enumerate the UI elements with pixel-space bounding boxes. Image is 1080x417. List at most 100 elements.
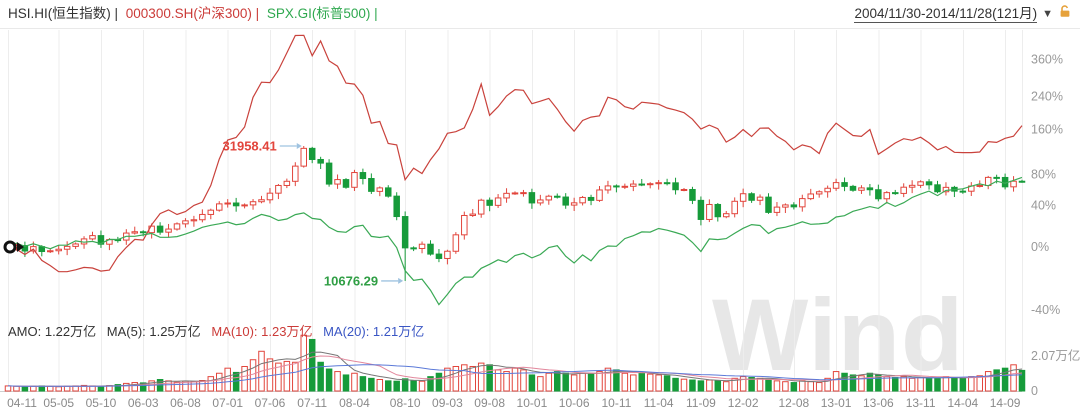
date-range-label[interactable]: 2004/11/30-2014/11/28(121月) — [854, 6, 1038, 23]
candle-body — [934, 184, 941, 193]
candle-body — [182, 220, 189, 225]
x-axis-tick-label: 07-11 — [297, 396, 327, 410]
volume-bar — [359, 376, 367, 392]
candle-body — [630, 183, 637, 187]
volume-bar — [232, 371, 240, 392]
volume-bar — [1018, 369, 1026, 392]
candle-body — [807, 193, 814, 200]
candle-body — [520, 192, 527, 195]
candle-body — [63, 245, 71, 250]
volume-bar — [655, 374, 662, 392]
candle-body — [89, 235, 96, 240]
volume-bar — [63, 385, 71, 392]
volume-bar — [672, 377, 679, 392]
candle-body — [300, 147, 307, 167]
volume-bar — [723, 381, 730, 392]
x-axis-tick-label: 12-08 — [778, 396, 809, 410]
extreme-price-label: 31958.41 — [223, 139, 277, 154]
volume-bar — [317, 361, 324, 392]
candle-body — [790, 204, 798, 208]
date-range-selector[interactable]: 2004/11/30-2014/11/28(121月) ▼ — [854, 0, 1072, 28]
candle-body — [368, 178, 375, 192]
volume-bar — [545, 372, 553, 392]
candle-body — [401, 216, 409, 249]
instrument-hsi[interactable]: HSI.HI(恒生指数) | — [8, 6, 119, 21]
y-axis-tick-label: 80% — [1031, 168, 1056, 182]
candle-body — [756, 196, 764, 201]
volume-bar — [477, 362, 485, 392]
volume-bar — [385, 380, 392, 392]
volume-bar — [537, 376, 544, 392]
volume-bar — [832, 371, 840, 392]
volume-bar — [165, 380, 172, 392]
volume-bar — [739, 376, 747, 392]
series-start-marker-arrow[interactable] — [17, 242, 24, 252]
candle-body — [782, 204, 789, 208]
volume-bar — [114, 384, 122, 392]
vol-ma10-value: MA(10): 1.23万亿 — [211, 324, 313, 339]
volume-bar — [13, 385, 20, 392]
x-axis-tick-label: 05-05 — [43, 396, 74, 410]
y-axis-tick-label: 0% — [1031, 240, 1049, 254]
extreme-price-label: 10676.29 — [324, 273, 378, 288]
instrument-spx[interactable]: SPX.GI(标普500) | — [266, 6, 378, 21]
volume-bar — [866, 372, 874, 392]
volume-bar — [993, 369, 1000, 392]
candle-body — [892, 192, 899, 195]
volume-bar — [376, 379, 384, 392]
candle-body — [418, 243, 426, 249]
x-axis-tick-label: 10-01 — [517, 396, 548, 410]
volume-bar — [334, 371, 341, 392]
candle-body — [249, 201, 257, 206]
x-axis-tick-label: 11-04 — [644, 396, 674, 410]
candle-body — [866, 187, 874, 191]
volume-bar — [308, 338, 316, 392]
candle-body — [570, 202, 578, 206]
volume-bar — [275, 362, 282, 392]
candle-body — [672, 182, 679, 191]
candle-body — [469, 213, 476, 216]
unlock-icon[interactable] — [1058, 0, 1072, 28]
candle-body — [275, 184, 282, 194]
volume-bar — [892, 376, 899, 392]
volume-bar — [748, 376, 755, 392]
series-start-marker[interactable] — [3, 240, 17, 254]
candle-body — [613, 185, 620, 188]
y-axis-tick-label: 360% — [1031, 52, 1063, 66]
candle-body — [351, 172, 358, 188]
candle-body — [258, 199, 265, 203]
candle-body — [139, 231, 147, 234]
volume-bar — [731, 377, 738, 392]
candle-body — [959, 190, 967, 193]
volume-axis-tick-label: 2.07万亿 — [1031, 348, 1080, 363]
volume-bar — [283, 360, 291, 392]
instrument-csi300[interactable]: 000300.SH(沪深300) | — [125, 6, 260, 21]
candle-body — [359, 172, 367, 180]
volume-bar — [646, 373, 654, 392]
volume-bar — [714, 380, 722, 392]
candle-body — [824, 187, 831, 193]
volume-bar — [47, 385, 54, 392]
x-axis-tick-label: 05-10 — [86, 396, 117, 410]
volume-bar — [900, 376, 907, 392]
candle-body — [486, 199, 493, 206]
candle-body — [765, 196, 772, 213]
volume-bar — [469, 365, 476, 392]
volume-bar — [849, 374, 857, 392]
volume-bar — [883, 376, 891, 392]
volume-bar — [596, 371, 603, 392]
candle-body — [461, 214, 468, 236]
volume-bar — [249, 359, 257, 392]
candle-body — [562, 196, 569, 206]
candle-body — [199, 213, 206, 221]
y-axis-tick-label: 40% — [1031, 199, 1056, 213]
volume-bar — [951, 376, 958, 392]
volume-bar — [554, 371, 561, 392]
candle-body — [832, 182, 840, 189]
volume-bar — [300, 334, 307, 392]
candle-body — [55, 248, 62, 252]
chevron-down-icon[interactable]: ▼ — [1042, 8, 1053, 20]
volume-bar — [925, 377, 933, 392]
volume-bar — [765, 379, 772, 392]
volume-bar — [368, 377, 375, 392]
